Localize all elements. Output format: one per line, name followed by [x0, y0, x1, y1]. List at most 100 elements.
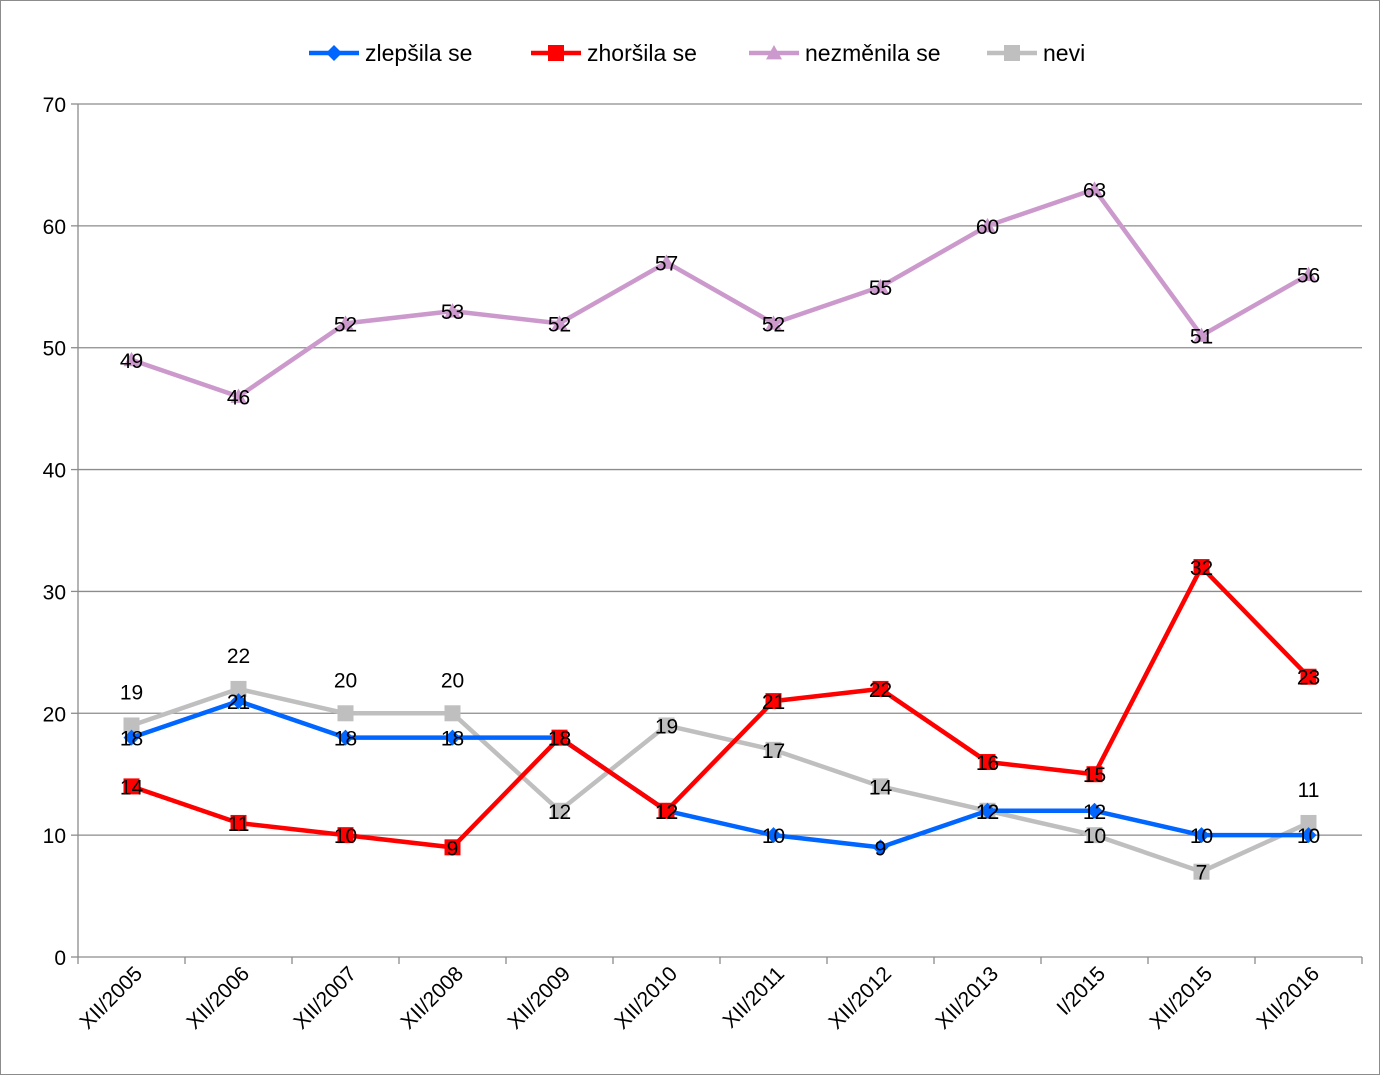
data-label-zhorsila-se: 21 [762, 691, 785, 714]
data-point-zhorsila-se [230, 814, 247, 831]
x-tick-label: XII/2012 [824, 962, 896, 1034]
data-label-zhorsila-se: 14 [120, 776, 144, 799]
series-line-zhorsila-se [129, 564, 1311, 850]
legend-marker-zlepsila-se [326, 45, 342, 61]
data-label-nevi: 10 [1083, 825, 1106, 848]
y-tick-label: 70 [43, 94, 66, 117]
data-label-nezmenila-se: 55 [869, 277, 892, 300]
data-point-zhorsila-se [1193, 559, 1210, 576]
data-label-zhorsila-se: 22 [869, 679, 892, 702]
data-point-nevi [551, 802, 568, 819]
data-label-nezmenila-se: 52 [548, 313, 571, 336]
data-point-zlepsila-se [872, 839, 889, 856]
data-label-nevi: 17 [762, 740, 785, 763]
data-point-zhorsila-se [765, 693, 782, 710]
data-point-zhorsila-se [1300, 668, 1317, 685]
data-label-nezmenila-se: 51 [1190, 326, 1213, 349]
data-label-zlepsila-se: 12 [976, 801, 999, 824]
axes: 0 10 20 30 40 50 60 70 XII/2005 XII/2006 XII/2007 X… [43, 94, 1363, 1034]
data-point-nezmenila-se [765, 315, 782, 330]
data-label-zhorsila-se: 9 [447, 837, 459, 860]
x-tick-label: XII/2015 [1145, 962, 1217, 1034]
legend-marker-zhorsila-se [548, 45, 564, 61]
data-label-nevi: 20 [441, 669, 464, 692]
legend-marker-nevi [1004, 45, 1020, 61]
data-label-zlepsila-se: 18 [441, 728, 464, 751]
series-line-zlepsila-se [129, 698, 1311, 850]
data-point-nevi [123, 717, 140, 734]
x-tick-label: XII/2010 [610, 962, 682, 1034]
data-point-zhorsila-se [123, 778, 140, 795]
legend-label-zhorsila-se: zhoršila se [587, 40, 697, 66]
data-point-nezmenila-se [337, 315, 354, 330]
legend-item-nezmenila-se: nezměnila se [749, 40, 941, 66]
y-tick-label: 50 [43, 338, 66, 361]
data-label-nezmenila-se: 49 [120, 350, 143, 373]
legend-marker-nezmenila-se [766, 45, 782, 60]
data-point-zlepsila-se [765, 827, 782, 844]
data-label-nevi: 19 [120, 681, 143, 704]
y-tick-label: 40 [43, 460, 66, 483]
data-point-zhorsila-se [337, 827, 354, 844]
data-point-nezmenila-se [872, 278, 889, 294]
data-point-zlepsila-se [230, 693, 247, 710]
data-point-nevi [1086, 827, 1103, 844]
data-label-nezmenila-se: 57 [655, 252, 678, 275]
data-point-nezmenila-se [123, 351, 140, 367]
data-label-nezmenila-se: 52 [762, 313, 785, 336]
legend-item-nevi: nevi [987, 40, 1085, 66]
data-point-nezmenila-se [551, 315, 568, 330]
data-point-nezmenila-se [1193, 327, 1210, 342]
data-point-nevi [337, 705, 354, 722]
data-label-zlepsila-se: 18 [120, 728, 143, 751]
data-point-nevi [765, 741, 782, 758]
data-point-nevi [1300, 814, 1317, 831]
data-point-nevi [230, 680, 247, 697]
legend-item-zhorsila-se: zhoršila se [531, 40, 697, 66]
x-tick-label: XII/2005 [75, 962, 147, 1034]
data-point-zhorsila-se [444, 839, 461, 856]
data-point-zlepsila-se [1300, 827, 1317, 844]
y-tick-label: 60 [43, 216, 66, 239]
data-label-nezmenila-se: 56 [1297, 265, 1320, 288]
data-point-zhorsila-se [979, 754, 996, 771]
y-tick-label: 30 [43, 581, 66, 604]
data-label-zlepsila-se: 18 [548, 728, 571, 751]
data-point-nevi [444, 705, 461, 722]
y-tick-label: 10 [43, 825, 66, 848]
x-tick-label: I/2015 [1052, 962, 1110, 1020]
data-point-zlepsila-se [979, 802, 996, 819]
x-tick-label: XII/2008 [396, 962, 468, 1034]
data-label-nevi: 20 [334, 669, 357, 692]
data-label-zhorsila-se: 10 [334, 825, 357, 848]
data-point-zhorsila-se [658, 802, 675, 819]
data-point-nevi [658, 717, 675, 734]
x-tick-label: XII/2009 [503, 962, 575, 1034]
data-point-zhorsila-se [551, 729, 568, 746]
data-label-zlepsila-se: 18 [334, 728, 357, 751]
data-point-nevi [1193, 863, 1210, 880]
x-tick-label: XII/2007 [289, 962, 361, 1034]
series-line-nevi [129, 686, 1311, 874]
data-label-zhorsila-se: 16 [976, 752, 999, 775]
data-label-nevi: 7 [1196, 862, 1208, 885]
data-label-zhorsila-se: 23 [1297, 667, 1320, 690]
data-label-nevi: 22 [227, 645, 250, 668]
data-label-zlepsila-se: 10 [762, 825, 785, 848]
series-zhorsila-se [123, 559, 1317, 856]
data-point-zlepsila-se [1086, 802, 1103, 819]
x-tick-label: XII/2011 [719, 962, 789, 1032]
data-point-nezmenila-se [658, 254, 675, 269]
data-point-zhorsila-se [872, 680, 889, 697]
series-line-nezmenila-se [129, 187, 1311, 399]
data-label-zhorsila-se: 12 [655, 801, 678, 824]
y-tick-label: 20 [43, 703, 66, 726]
data-label-zhorsila-se: 15 [1083, 764, 1106, 787]
series-group [123, 181, 1317, 880]
legend-label-nezmenila-se: nezměnila se [805, 40, 941, 66]
data-point-nezmenila-se [444, 303, 461, 318]
data-label-nezmenila-se: 63 [1083, 179, 1106, 202]
series-nevi [123, 680, 1317, 880]
data-point-nezmenila-se [230, 388, 247, 403]
